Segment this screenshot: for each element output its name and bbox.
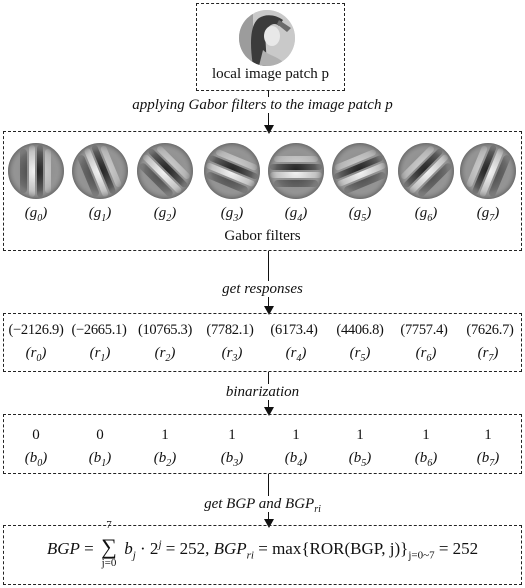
gabor-label-g3: (g3)	[220, 205, 244, 224]
response-label-r4: (r4)	[285, 345, 307, 364]
binary-label-b1: (b1)	[88, 450, 112, 469]
gabor-filter-g2	[137, 143, 193, 199]
response-label-r6: (r6)	[415, 345, 437, 364]
gabor-filter-g4	[268, 143, 324, 199]
arrow-1-head	[263, 125, 274, 134]
gabor-filters-box	[3, 131, 522, 251]
step-binarization-label: binarization	[0, 384, 525, 401]
gabor-label-g4: (g4)	[284, 205, 308, 224]
binary-value-b1: 0	[96, 427, 104, 443]
gabor-filter-g7	[460, 143, 516, 199]
formula-box	[3, 525, 522, 585]
gabor-filters-title: Gabor filters	[224, 228, 301, 244]
sum-upper-limit: 7	[106, 519, 112, 531]
responses-box	[3, 313, 522, 372]
binary-label-b0: (b0)	[24, 450, 48, 469]
sum-lower-limit: j=0	[101, 557, 117, 569]
gabor-label-g1: (g1)	[88, 205, 112, 224]
arrow-4-head	[263, 519, 274, 528]
step-responses-label: get responses	[0, 281, 525, 298]
response-value-r6: (7757.4)	[400, 322, 448, 338]
arrow-2-head	[263, 306, 274, 315]
gabor-label-g5: (g5)	[348, 205, 372, 224]
binary-label-b2: (b2)	[153, 450, 177, 469]
binary-value-b6: 1	[422, 427, 430, 443]
binary-value-b7: 1	[484, 427, 492, 443]
gabor-label-g0: (g0)	[24, 205, 48, 224]
binary-box	[3, 414, 522, 474]
sum-symbol: ∑	[101, 534, 117, 559]
binary-label-b5: (b5)	[348, 450, 372, 469]
binary-label-b7: (b7)	[476, 450, 500, 469]
response-value-r5: (4406.8)	[336, 322, 384, 338]
binary-label-b3: (b3)	[220, 450, 244, 469]
gabor-filter-g0	[8, 143, 64, 199]
response-value-r0: (−2126.9)	[8, 322, 64, 338]
step-apply-label: applying Gabor filters to the image patc…	[0, 97, 525, 114]
response-label-r3: (r3)	[221, 345, 243, 364]
image-patch-photo	[239, 10, 295, 66]
gabor-filter-g3	[204, 143, 260, 199]
binary-value-b3: 1	[228, 427, 236, 443]
response-label-r2: (r2)	[154, 345, 176, 364]
response-label-r1: (r1)	[89, 345, 111, 364]
response-value-r3: (7782.1)	[206, 322, 254, 338]
image-patch-box	[196, 3, 345, 91]
binary-value-b5: 1	[356, 427, 364, 443]
response-value-r4: (6173.4)	[270, 322, 318, 338]
response-label-r5: (r5)	[349, 345, 371, 364]
response-value-r2: (10765.3)	[137, 322, 193, 338]
gabor-label-g7: (g7)	[476, 205, 500, 224]
arrow-3-head	[263, 407, 274, 416]
step-bgp-label: get BGP and BGPri get BGP and BGP_ri	[0, 496, 525, 515]
binary-value-b0: 0	[32, 427, 40, 443]
binary-label-b6: (b6)	[414, 450, 438, 469]
patch-caption: local image patch p	[211, 66, 330, 82]
response-value-r7: (7626.7)	[466, 322, 514, 338]
response-label-r7: (r7)	[477, 345, 499, 364]
binary-value-b4: 1	[292, 427, 300, 443]
gabor-filter-g1	[72, 143, 128, 199]
binary-label-b4: (b4)	[284, 450, 308, 469]
gabor-label-g6: (g6)	[414, 205, 438, 224]
gabor-label-g2: (g2)	[153, 205, 177, 224]
gabor-filter-g6	[398, 143, 454, 199]
binary-value-b2: 1	[161, 427, 169, 443]
bgp-formula: BGP = 7 ∑ j=0 bj · 2j = 252, BGPri = max…	[46, 519, 479, 569]
gabor-filter-g5	[332, 143, 388, 199]
response-value-r1: (−2665.1)	[71, 322, 127, 338]
response-label-r0: (r0)	[25, 345, 47, 364]
